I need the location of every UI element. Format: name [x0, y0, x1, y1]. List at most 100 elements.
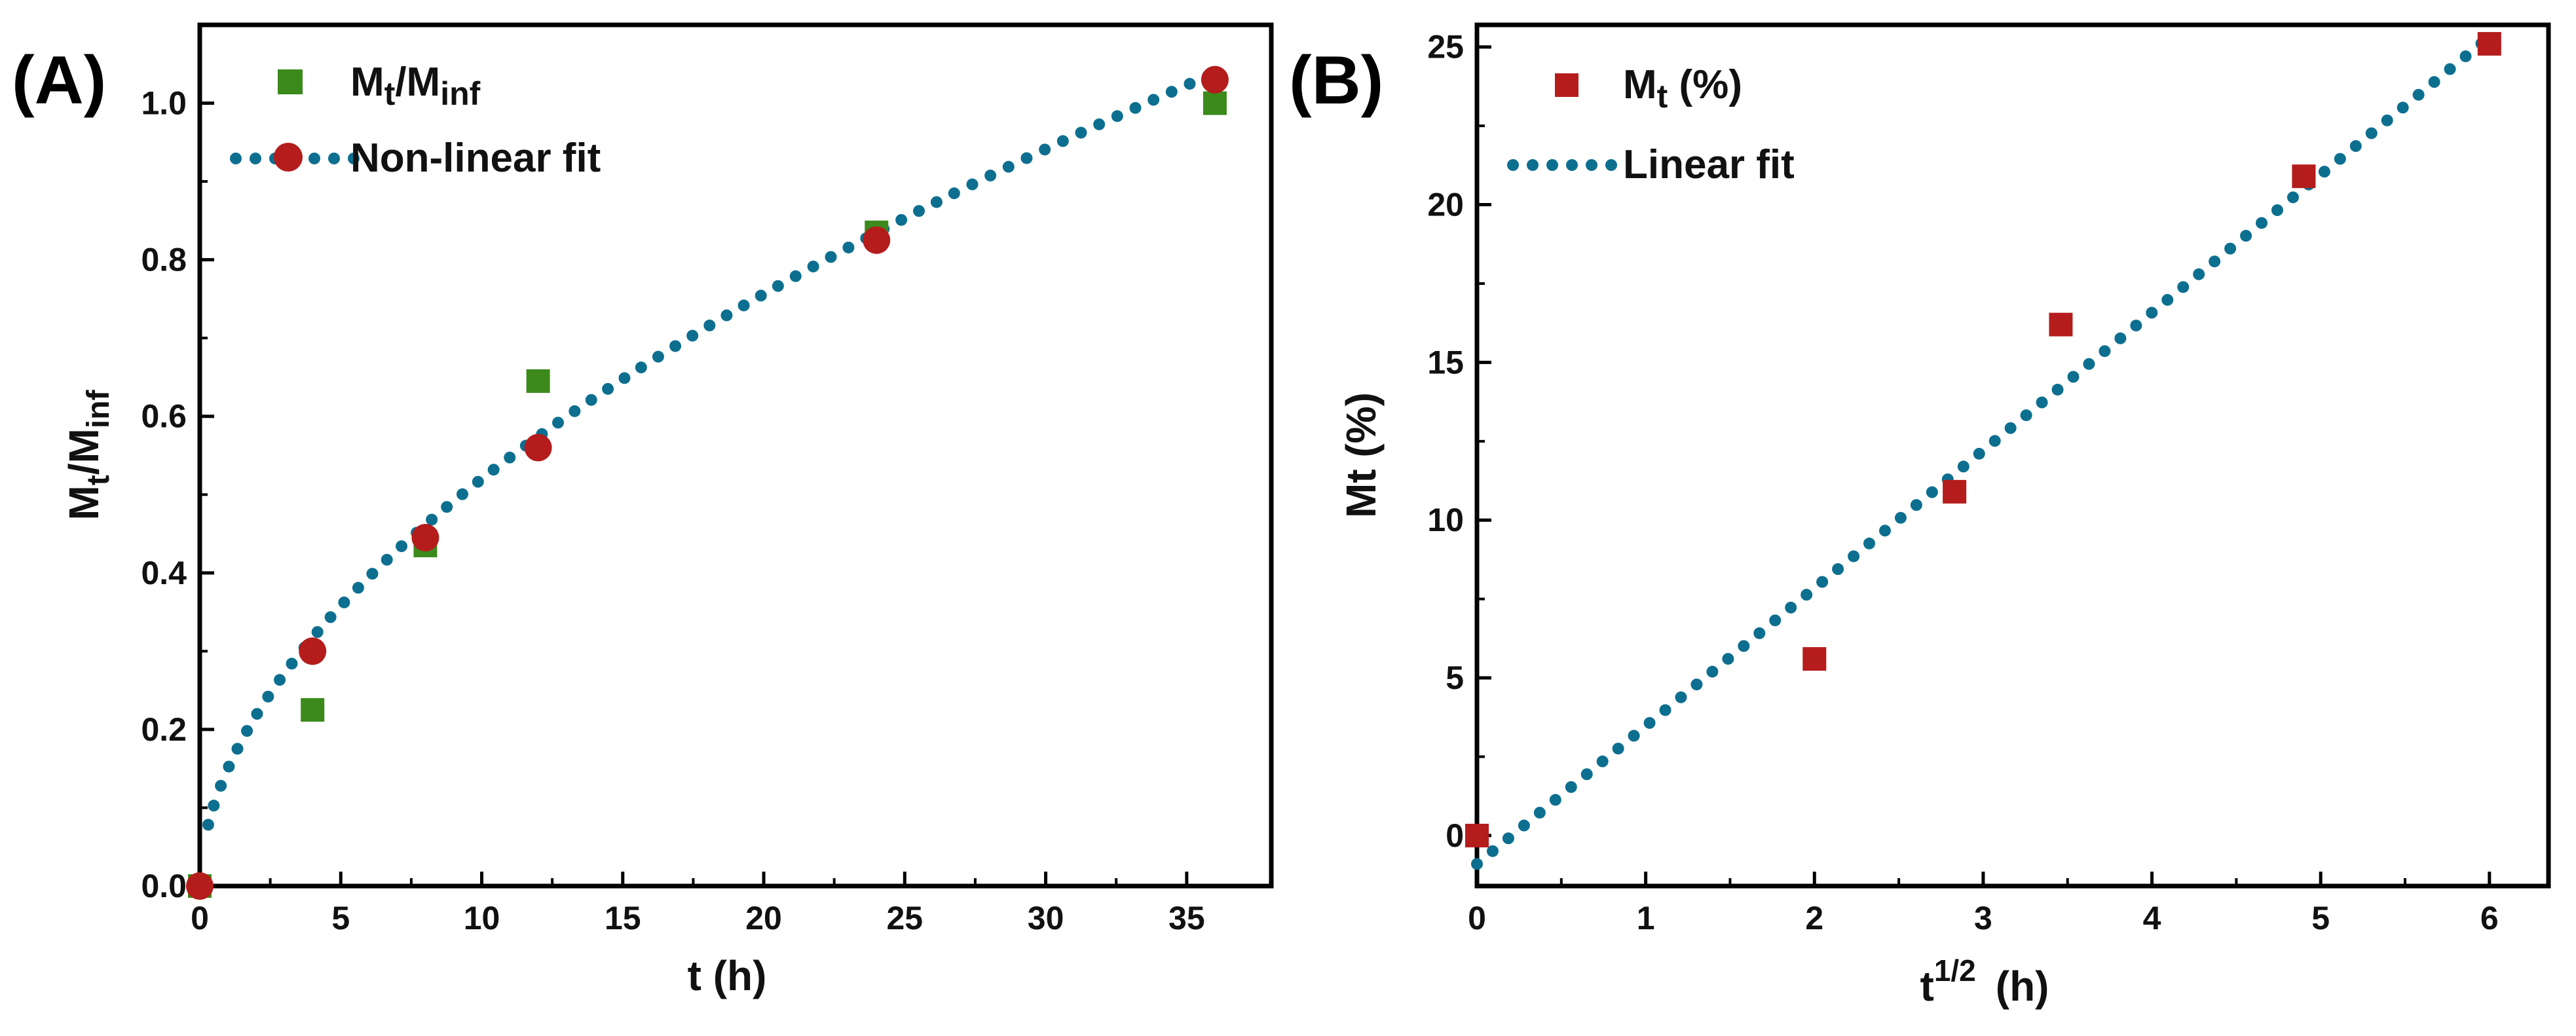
legend-dot — [1527, 159, 1539, 171]
y-tick-label: 25 — [1427, 29, 1464, 65]
legend-dot — [1507, 159, 1519, 171]
fit-dot — [825, 251, 837, 263]
fit-dot — [381, 553, 393, 566]
fit-dot — [2209, 255, 2221, 268]
panel-b-markers — [1465, 31, 2501, 847]
fit-dot — [1533, 806, 1546, 819]
data-point-square — [1802, 647, 1827, 671]
legend-dot — [328, 153, 340, 164]
fit-dot — [311, 626, 324, 638]
fit-dot — [457, 488, 469, 500]
legend-m: M — [1623, 62, 1657, 107]
fit-dot — [1612, 743, 1624, 755]
legend-item-mt-percent: Mt (%) — [1623, 62, 1742, 115]
fit-dot — [504, 451, 516, 464]
data-point-circle — [411, 524, 439, 552]
fit-dot — [396, 540, 408, 553]
fit-dot — [1659, 704, 1671, 716]
fit-dot — [1184, 77, 1196, 90]
fit-dot — [569, 405, 581, 417]
fit-dot — [1075, 126, 1087, 139]
fit-dot — [1926, 486, 1938, 498]
legend-square-marker — [278, 69, 303, 94]
x-tick-label: 10 — [464, 900, 500, 936]
fit-dot — [2334, 153, 2346, 165]
panel-a-label: (A) — [12, 43, 106, 119]
fit-dot — [2067, 371, 2080, 383]
fit-dot — [842, 241, 855, 253]
fit-dot — [1801, 589, 1813, 601]
y-title-sub-inf: inf — [81, 389, 116, 428]
fit-dot — [2083, 358, 2095, 370]
fit-dot — [241, 725, 253, 737]
fit-dot — [352, 582, 364, 594]
panel-b-label: (B) — [1289, 43, 1383, 119]
fit-dot — [1769, 614, 1782, 627]
fit-dot — [1988, 435, 2001, 447]
x-tick-label: 6 — [2480, 900, 2499, 936]
fit-dot — [2177, 281, 2190, 293]
y-tick-label: 1.0 — [141, 85, 187, 122]
y-tick-label: 20 — [1427, 187, 1464, 223]
fit-dot — [2224, 242, 2237, 255]
legend-dot — [1605, 159, 1617, 171]
fit-dot — [669, 340, 682, 352]
fit-dot — [2256, 217, 2268, 229]
fit-dot — [737, 299, 750, 312]
x-tick-label: 5 — [331, 900, 350, 936]
fit-dot — [2428, 76, 2440, 88]
x-title-sup: 1/2 — [1934, 953, 1976, 988]
legend-sub-inf: inf — [440, 75, 480, 112]
data-point-square — [1203, 91, 1227, 115]
fit-dot — [930, 196, 943, 208]
panel-b-plot-frame — [1474, 22, 2551, 889]
panel-a: (A) 0 5 10 15 20 25 30 35 0.0 0.2 0.4 0.6 0.8 1.0 t … — [12, 22, 1274, 999]
legend-dot — [250, 153, 261, 164]
fit-dot — [2318, 166, 2330, 178]
fit-dot — [274, 674, 286, 686]
fit-dot — [1165, 86, 1178, 98]
x-tick-label: 35 — [1168, 900, 1205, 936]
fit-dot — [789, 270, 802, 282]
data-point-square — [1943, 479, 1967, 504]
fit-dot — [2459, 50, 2472, 62]
legend-square-marker — [1555, 73, 1578, 97]
fit-dot — [913, 205, 925, 217]
fit-dot — [286, 657, 298, 670]
legend-dot — [1546, 159, 1558, 171]
y-title-mid: /M — [60, 428, 107, 475]
fit-dot — [1706, 665, 1719, 678]
fit-dot — [720, 309, 733, 322]
fit-dot — [2271, 204, 2283, 216]
panel-b-y-ticks: 0 5 10 15 20 25 — [1427, 29, 1491, 854]
fit-dot — [1894, 511, 1907, 524]
fit-dot — [262, 690, 274, 703]
fit-dot — [2193, 268, 2205, 280]
panel-a-fit-curve — [202, 69, 1214, 831]
x-tick-label: 5 — [2311, 900, 2330, 936]
fit-dot — [966, 178, 979, 191]
fit-dot — [1675, 691, 1687, 703]
y-tick-label: 0.0 — [141, 868, 187, 904]
fit-dot — [215, 779, 227, 792]
fit-dot — [2114, 332, 2127, 344]
legend-sub-t: t — [1657, 78, 1668, 115]
panel-a-x-axis-title: t (h) — [688, 952, 767, 999]
fit-dot — [1753, 627, 1766, 639]
y-tick-label: 5 — [1446, 659, 1464, 696]
fit-dot — [1111, 110, 1123, 122]
y-tick-label: 10 — [1427, 502, 1464, 538]
data-point-circle — [524, 434, 552, 462]
fit-dot — [1816, 576, 1829, 588]
fit-dot — [948, 187, 960, 200]
y-tick-label: 0.6 — [141, 398, 187, 435]
fit-dot — [635, 361, 647, 374]
fit-dot — [1002, 160, 1015, 173]
fit-dot — [2004, 422, 2017, 434]
fit-dot — [251, 708, 263, 720]
panel-b-x-ticks: 0 1 2 3 4 5 6 — [1468, 872, 2499, 936]
x-tick-label: 1 — [1637, 900, 1655, 936]
x-tick-label: 0 — [191, 900, 209, 936]
x-tick-label: 0 — [1468, 900, 1486, 936]
